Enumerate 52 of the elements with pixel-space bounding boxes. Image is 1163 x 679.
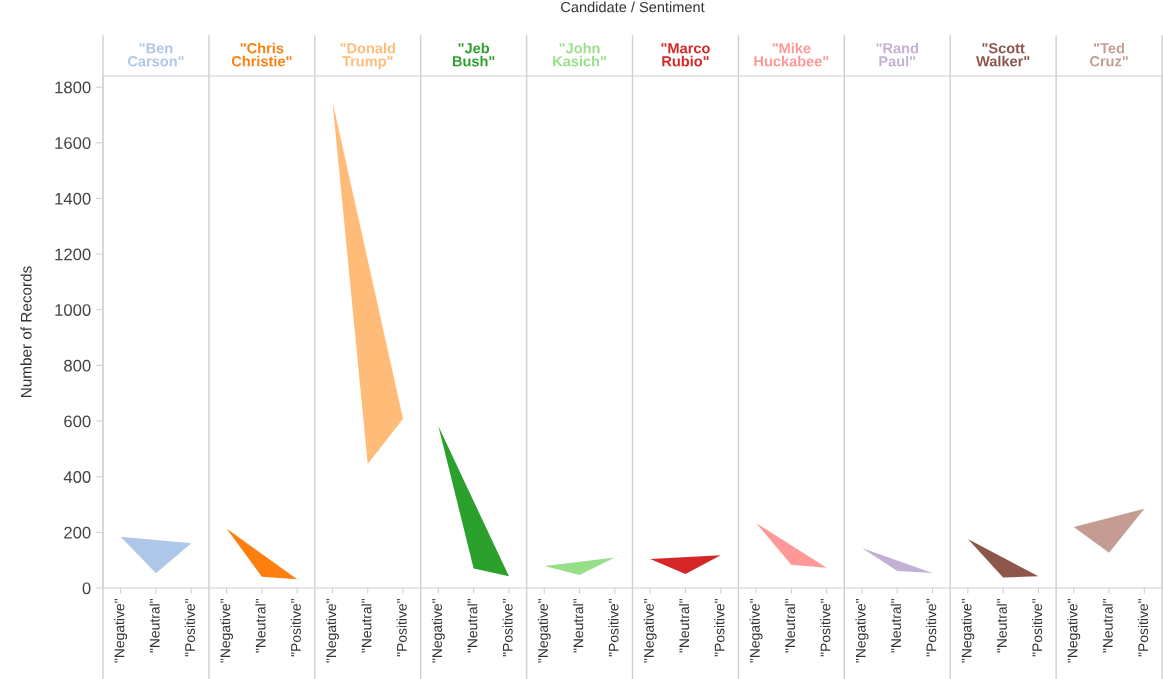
x-tick-label: "Negative" bbox=[855, 599, 869, 663]
x-tick-label: "Negative" bbox=[325, 599, 339, 663]
y-axis-title: Number of Records bbox=[20, 266, 32, 397]
text: "Scott Walker" bbox=[976, 43, 1030, 67]
x-tick-label: "Neutral" bbox=[467, 599, 478, 653]
y-tick-label: 600 bbox=[64, 415, 91, 428]
y-tick-label: 1600 bbox=[55, 137, 91, 149]
text: "Jeb Bush" bbox=[452, 42, 495, 67]
x-tick-label: "Neutral" bbox=[1102, 599, 1113, 653]
text: "Ben Carson" bbox=[127, 43, 184, 67]
x-tick-label: "Negative" bbox=[220, 599, 234, 663]
x-tick-label: "Neutral" bbox=[361, 599, 372, 653]
x-tick-label: "Positive" bbox=[396, 599, 407, 657]
x-tick-label: "Positive" bbox=[502, 599, 513, 657]
y-tick-label: 0 bbox=[82, 582, 91, 595]
y-tick-label: 1000 bbox=[55, 304, 91, 316]
y-tick-label: 200 bbox=[64, 526, 91, 539]
x-tick-label: "Positive" bbox=[1137, 599, 1149, 657]
x-tick-label: "Neutral" bbox=[149, 599, 160, 653]
x-tick-label: "Negative" bbox=[749, 599, 763, 663]
x-tick-label: "Negative" bbox=[114, 599, 128, 663]
x-tick-label: "Neutral" bbox=[678, 599, 690, 653]
chart-title: Candidate / Sentiment bbox=[561, 1, 705, 13]
x-tick-label: "Positive" bbox=[820, 599, 831, 657]
text: "Ted Cruz" bbox=[1089, 42, 1128, 67]
x-tick-label: "Neutral" bbox=[996, 599, 1007, 653]
x-tick-label: "Neutral" bbox=[573, 599, 584, 653]
x-tick-label: "Positive" bbox=[714, 599, 725, 657]
text: "Mike Huckabee" bbox=[754, 42, 829, 67]
text: "Marco Rubio" bbox=[661, 43, 710, 67]
x-tick-label: "Neutral" bbox=[890, 599, 901, 653]
x-tick-label: "Positive" bbox=[608, 599, 619, 657]
y-tick-label: 400 bbox=[63, 471, 91, 483]
text: "Donald Trump" bbox=[340, 42, 395, 70]
x-tick-label: "Neutral" bbox=[784, 599, 796, 653]
text: "Chris Christie" bbox=[231, 42, 292, 67]
x-tick-label: "Positive" bbox=[926, 599, 937, 657]
text: "Rand Paul" bbox=[876, 42, 918, 67]
x-tick-label: "Negative" bbox=[431, 599, 445, 663]
y-tick-label: 1400 bbox=[55, 192, 91, 205]
y-tick-label: 800 bbox=[64, 359, 91, 372]
x-tick-label: "Positive" bbox=[184, 599, 195, 657]
x-tick-label: "Neutral" bbox=[255, 599, 266, 653]
x-tick-label: "Negative" bbox=[1067, 599, 1081, 663]
y-tick-label: 1200 bbox=[55, 248, 91, 261]
x-tick-label: "Negative" bbox=[961, 599, 975, 663]
x-tick-label: "Negative" bbox=[643, 599, 657, 663]
x-tick-label: "Positive" bbox=[1031, 599, 1043, 657]
y-tick-label: 1800 bbox=[55, 81, 91, 94]
text: "John Kasich" bbox=[553, 42, 606, 67]
x-tick-label: "Positive" bbox=[290, 599, 301, 657]
x-tick-label: "Negative" bbox=[537, 599, 551, 663]
